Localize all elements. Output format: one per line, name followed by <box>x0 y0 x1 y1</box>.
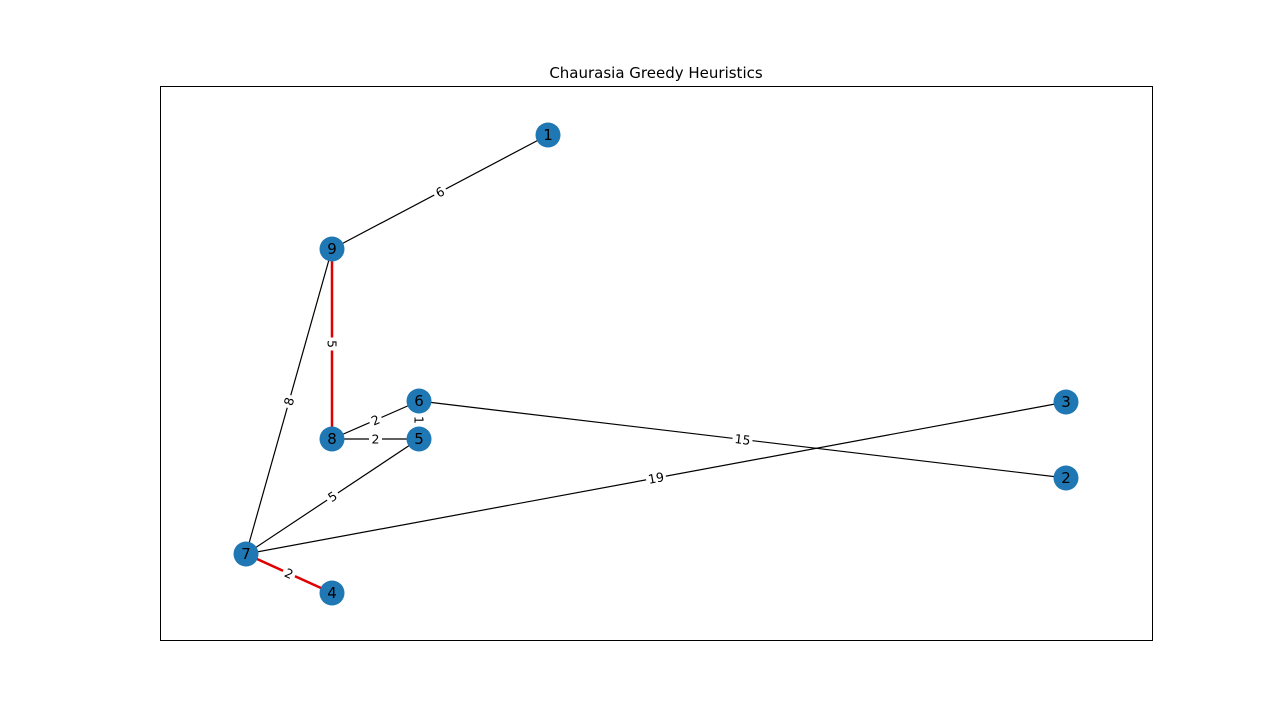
edge-label-6-5: 1 <box>411 414 427 427</box>
plot-frame <box>161 87 1153 641</box>
node-5: 5 <box>407 427 432 452</box>
node-4: 4 <box>320 581 345 606</box>
edge-label-7-5: 5 <box>323 486 343 507</box>
edge-label-9-7: 8 <box>280 393 299 410</box>
edge-label-9-8: 5 <box>324 338 340 351</box>
node-7: 7 <box>234 542 259 567</box>
node-2: 2 <box>1054 466 1079 491</box>
edge-weight-text: 2 <box>372 432 380 447</box>
edge-label-7-3: 19 <box>645 468 668 487</box>
node-8: 8 <box>320 427 345 452</box>
node-label: 1 <box>543 126 553 144</box>
node-label: 8 <box>327 430 337 448</box>
edge-labels-layer: 6 5 8 2 2 1 15 5 19 2 <box>280 182 754 584</box>
node-label: 7 <box>241 545 251 563</box>
edge-label-8-5: 2 <box>369 431 382 447</box>
node-label: 3 <box>1061 393 1071 411</box>
edge-weight-text: 1 <box>412 416 427 424</box>
edge-weight-text: 19 <box>647 469 665 487</box>
node-1: 1 <box>536 123 561 148</box>
edge-label-7-4: 2 <box>280 564 298 584</box>
edge-weight-text: 15 <box>734 431 752 448</box>
node-label: 9 <box>327 240 337 258</box>
node-label: 6 <box>414 392 424 410</box>
edge-weight-text: 5 <box>325 340 340 348</box>
figure-title: Chaurasia Greedy Heuristics <box>549 64 763 82</box>
node-6: 6 <box>407 389 432 414</box>
node-9: 9 <box>320 237 345 262</box>
node-label: 4 <box>327 584 337 602</box>
node-3: 3 <box>1054 390 1079 415</box>
node-label: 5 <box>414 430 424 448</box>
edges-layer <box>246 135 1066 593</box>
edge-label-8-6: 2 <box>366 410 384 430</box>
edge-label-9-1: 6 <box>431 182 450 202</box>
node-label: 2 <box>1061 469 1071 487</box>
edge-label-6-2: 15 <box>732 430 754 448</box>
